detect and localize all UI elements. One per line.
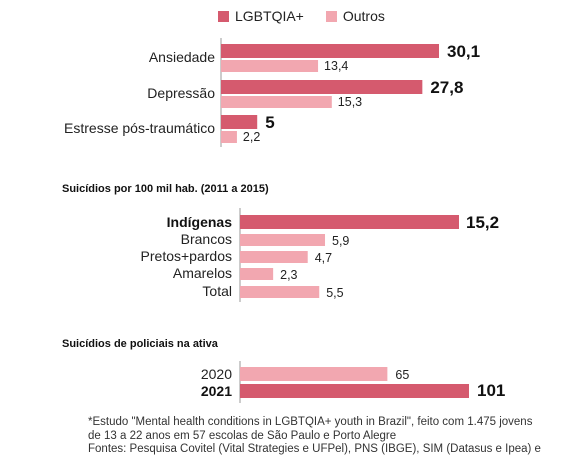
bar-lgbtqia-ansiedade [221,44,439,58]
legend-swatch-outros [325,10,337,22]
category-label-indigenas: Indígenas [167,214,233,230]
bar-year-2020 [240,367,388,381]
value-label-brancos: 5,9 [332,234,349,248]
bar-pretos-pardos [240,251,308,263]
bar-outros-ansiedade [221,60,319,72]
bar-outros-depressao [221,96,332,108]
value-label-lgbtqia-estresse-pos-traumatico: 5 [265,113,274,132]
value-label-total: 5,5 [326,286,343,300]
category-label-pretos-pardos: Pretos+pardos [141,248,232,264]
value-label-year-2020: 65 [395,368,409,382]
value-label-lgbtqia-depressao: 27,8 [430,78,463,97]
value-label-outros-ansiedade: 13,4 [324,59,348,73]
category-label-year-2021: 2021 [201,383,232,399]
footnote-line-3: Fontes: Pesquisa Covitel (Vital Strategi… [88,443,541,455]
bar-lgbtqia-estresse-pos-traumatico [221,115,258,129]
bar-amarelos [240,268,274,280]
category-label-ansiedade: Ansiedade [149,49,215,65]
category-label-brancos: Brancos [181,231,232,247]
category-label-year-2020: 2020 [201,366,232,382]
category-label-amarelos: Amarelos [173,265,232,281]
value-label-pretos-pardos: 4,7 [315,251,332,265]
legend-label-outros: Outros [342,8,385,24]
category-label-total: Total [202,283,232,299]
bar-indigenas [240,215,459,229]
legend-item-outros: Outros [325,8,385,24]
value-label-outros-estresse-pos-traumatico: 2,2 [243,130,260,144]
suicide-rate-chart-title: Suicídios por 100 mil hab. (2011 a 2015) [62,183,269,195]
bar-total [240,286,320,298]
legend-item-lgbtqia: LGBTQIA+ [218,8,304,24]
police-suicide-chart-title: Suicídios de policiais na ativa [62,338,218,350]
category-label-estresse-pos-traumatico: Estresse pós-traumático [64,120,215,136]
footnote-line-1: *Estudo "Mental health conditions in LGB… [88,416,533,428]
value-label-lgbtqia-ansiedade: 30,1 [447,42,480,61]
legend-swatch-lgbtqia [218,10,229,22]
legend: LGBTQIA+ Outros [218,8,385,24]
bar-brancos [240,234,326,246]
bar-outros-estresse-pos-traumatico [221,131,237,143]
value-label-amarelos: 2,3 [280,268,297,282]
value-label-year-2021: 101 [477,381,505,400]
footnote-line-2: de 13 a 22 anos em 57 escolas de São Pau… [88,429,397,442]
category-label-depressao: Depressão [147,85,215,101]
legend-label-lgbtqia: LGBTQIA+ [235,8,304,24]
value-label-outros-depressao: 15,3 [338,95,362,109]
footnote: *Estudo "Mental health conditions in LGB… [88,416,558,457]
bar-year-2021 [240,384,469,398]
bar-lgbtqia-depressao [221,80,423,94]
value-label-indigenas: 15,2 [466,213,499,232]
